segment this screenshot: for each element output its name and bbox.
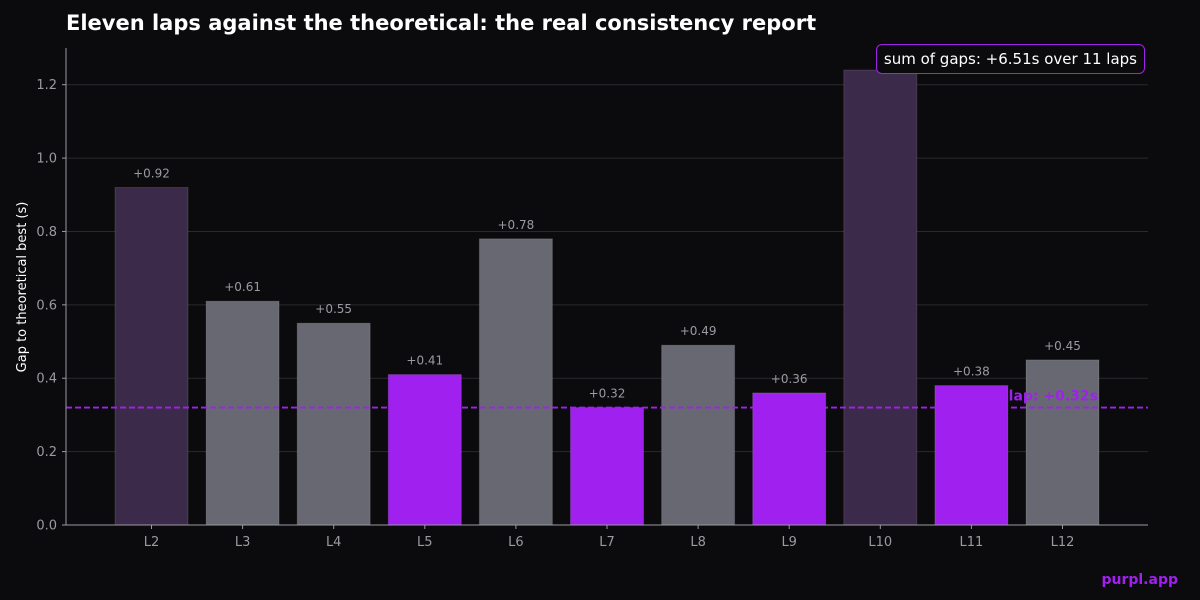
reference-line-group: lap: +0.32s [66, 389, 1148, 409]
x-tick-label: L5 [417, 535, 433, 550]
brand-logo: purpl.app [1101, 572, 1178, 588]
bar [752, 392, 827, 526]
y-tick-label: 0.4 [36, 372, 57, 387]
y-tick-label: 1.0 [36, 152, 57, 167]
x-tick-label: L3 [235, 535, 251, 550]
x-tick-label: L7 [599, 535, 615, 550]
bar [114, 186, 189, 526]
x-tick-label: L9 [781, 535, 797, 550]
y-tick-label: 0.2 [36, 445, 57, 460]
bar [934, 385, 1009, 526]
bar [1025, 359, 1100, 526]
x-ticks: L2 L3 L4 L5 L6 L7 L8 L9 L10 L11 L12 [144, 525, 1075, 550]
chart-title: Eleven laps against the theoretical: the… [66, 11, 817, 35]
bar [478, 238, 553, 526]
bar [661, 344, 736, 526]
y-tick-label: 0.0 [36, 519, 57, 534]
value-label: +0.36 [771, 372, 808, 386]
value-labels: +0.92 +0.61 +0.55 +0.41 +0.78 +0.32 +0.49 +0.36… [133, 166, 1081, 400]
value-label: +0.38 [953, 365, 990, 379]
y-axis-label: Gap to theoretical best (s) [15, 202, 30, 373]
y-tick-label: 0.8 [36, 225, 57, 240]
y-tick-label: 0.6 [36, 298, 57, 313]
x-tick-label: L11 [960, 535, 984, 550]
x-tick-label: L8 [690, 535, 706, 550]
reference-line-label: lap: +0.32s [1009, 389, 1098, 405]
value-label: +0.55 [315, 302, 352, 316]
x-tick-label: L10 [868, 535, 892, 550]
x-tick-label: L2 [144, 535, 160, 550]
x-tick-label: L12 [1051, 535, 1075, 550]
value-label: +0.61 [224, 280, 261, 294]
y-tick-label: 1.2 [36, 78, 57, 93]
y-ticks: 0.0 0.2 0.4 0.6 0.8 1.0 1.2 [36, 78, 66, 534]
bar [843, 69, 918, 526]
bar [205, 300, 280, 526]
bar [570, 407, 644, 526]
x-tick-label: L4 [326, 535, 342, 550]
sum-of-gaps-annotation: sum of gaps: +6.51s over 11 laps [875, 44, 1145, 74]
bar [296, 322, 371, 526]
x-tick-label: L6 [508, 535, 524, 550]
bars [114, 69, 1100, 526]
value-label: +0.78 [498, 218, 535, 232]
value-label: +0.41 [406, 354, 443, 368]
value-label: +0.49 [680, 324, 717, 338]
value-label: +0.92 [133, 166, 170, 180]
bar [387, 374, 462, 526]
value-label: +0.45 [1044, 339, 1081, 353]
value-label: +0.32 [589, 387, 626, 401]
